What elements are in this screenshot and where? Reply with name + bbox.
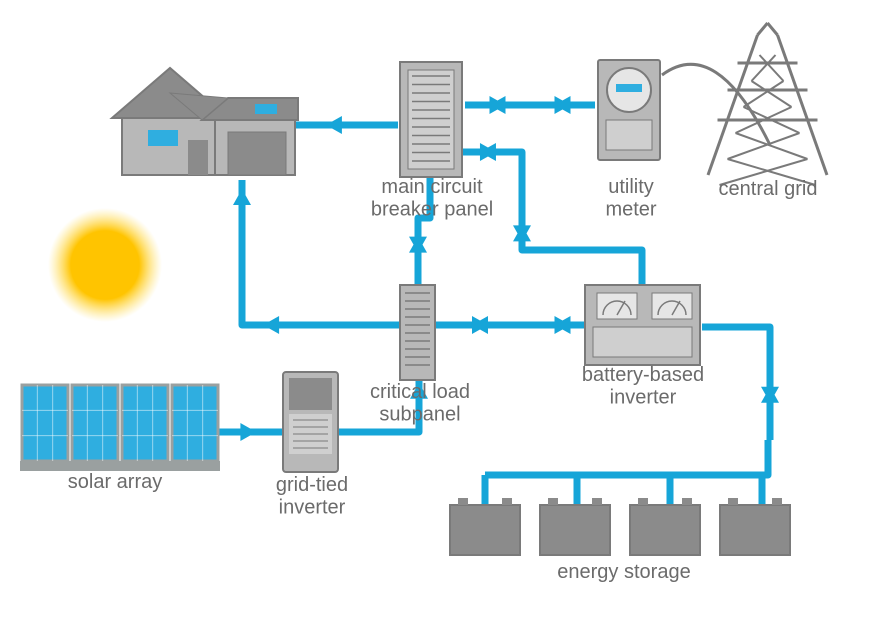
main-breaker-panel-icon — [400, 62, 462, 177]
node-label: grid-tiedinverter — [276, 474, 348, 518]
house-icon — [112, 68, 298, 175]
node-label: main circuitbreaker panel — [371, 176, 493, 220]
node-label: utilitymeter — [605, 176, 656, 220]
battery-inverter-icon — [585, 285, 700, 365]
utility-meter-icon — [598, 60, 660, 160]
node-label: battery-basedinverter — [582, 364, 704, 408]
node-label: central grid — [719, 178, 818, 200]
solar-array-icon — [20, 385, 220, 471]
edge-meter-to-grid — [662, 64, 770, 145]
node-label: energy storage — [557, 561, 690, 583]
grid-tied-inverter-icon — [283, 372, 338, 472]
sun-icon — [80, 240, 130, 290]
node-label: solar array — [68, 471, 162, 493]
critical-load-subpanel-icon — [400, 285, 435, 380]
node-label: critical loadsubpanel — [370, 381, 470, 425]
edge-bbi-to-store — [702, 327, 770, 440]
central-grid-icon — [708, 23, 827, 185]
edge-store-bus — [485, 440, 768, 475]
energy-storage-icon — [450, 498, 790, 555]
solar-system-diagram: solar array grid-tiedinverter critical loa… — [0, 0, 879, 618]
